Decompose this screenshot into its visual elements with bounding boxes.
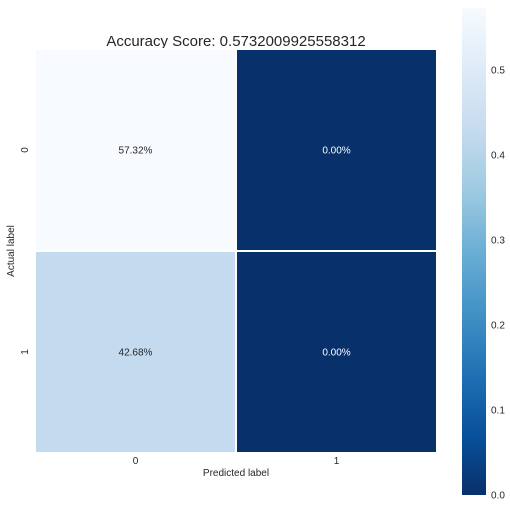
x-tick-label: 0 (133, 456, 139, 467)
x-axis-label: Predicted label (203, 468, 269, 479)
y-axis-label: Actual label (6, 225, 17, 277)
cell-annotation: 0.00% (322, 348, 350, 359)
colorbar-tick-label: 0.5 (491, 66, 505, 77)
y-tick-label: 1 (20, 349, 31, 355)
y-tick-label: 0 (20, 147, 31, 153)
y-ticks: 01 (20, 147, 31, 355)
colorbar-ticks: 0.0 0.1 0.2 0.3 0.4 0.5 (491, 66, 505, 502)
x-tick-label: 1 (334, 456, 340, 467)
heatmap-cell (34, 250, 237, 454)
heatmap-cells: 57.32% 0.00% 42.68% 0.00% (34, 48, 438, 454)
cell-annotation: 42.68% (119, 348, 153, 359)
chart-title: Accuracy Score: 0.5732009925558312 (106, 33, 365, 50)
cell-annotation: 0.00% (322, 146, 350, 157)
heatmap-cell (235, 250, 438, 454)
colorbar-tick-label: 0.0 (491, 491, 505, 502)
colorbar-tick-label: 0.2 (491, 321, 505, 332)
heatmap-cell (235, 48, 438, 252)
colorbar-tick-label: 0.3 (491, 236, 505, 247)
colorbar-tick-label: 0.4 (491, 151, 505, 162)
cell-annotation: 57.32% (119, 146, 153, 157)
colorbar (462, 8, 486, 495)
colorbar-tick-label: 0.1 (491, 406, 505, 417)
heatmap-cell (34, 48, 237, 252)
